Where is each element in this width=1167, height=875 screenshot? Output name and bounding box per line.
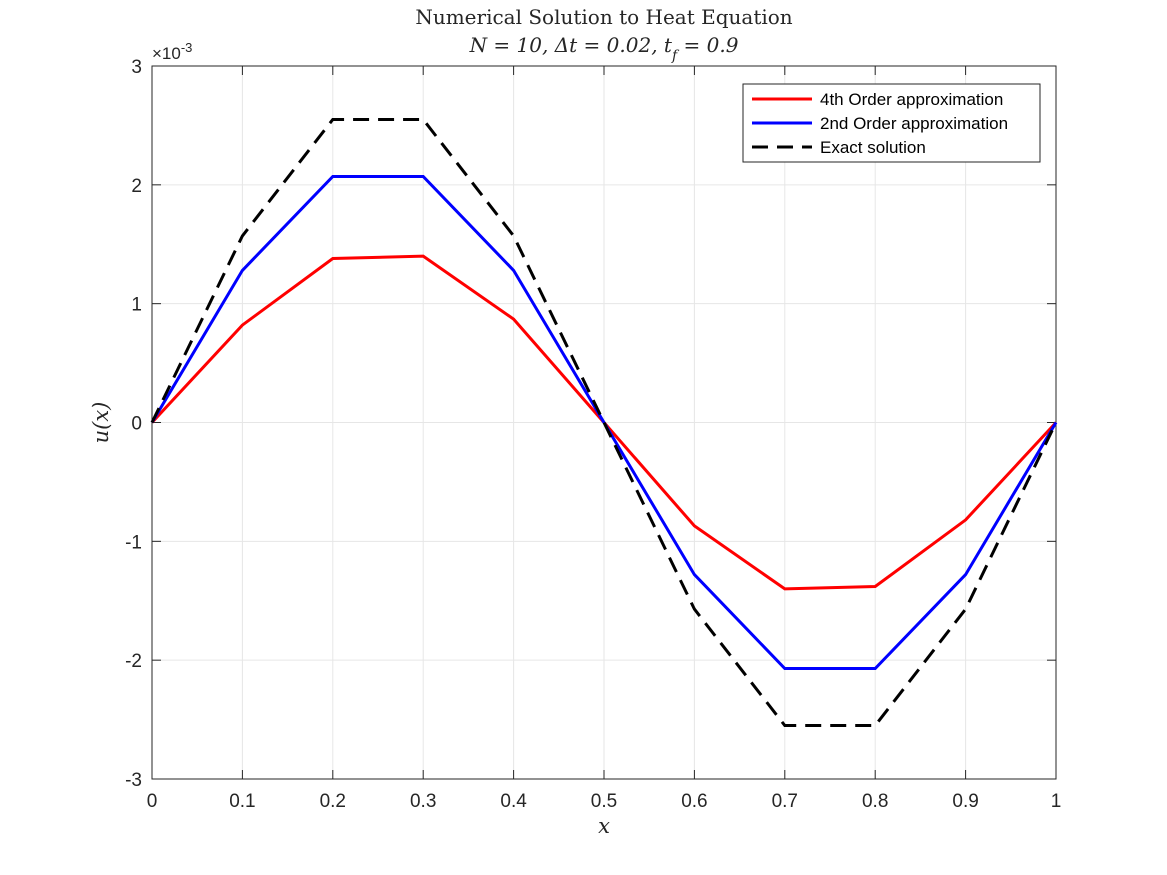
- subtitle-subscript: f: [671, 48, 680, 64]
- x-tick-label: 0.2: [320, 791, 346, 812]
- chart-title: Numerical Solution to Heat Equation: [415, 5, 792, 29]
- subtitle-end: = 0.9: [677, 33, 739, 57]
- y-tick-label: -1: [125, 532, 142, 553]
- legend: 4th Order approximation 2nd Order approxi…: [742, 83, 1041, 163]
- series-line-2nd-order-approximation: [150, 175, 1058, 670]
- series-line-exact-solution: [150, 118, 1058, 727]
- y-exponent-base: ×10: [152, 44, 181, 63]
- y-tick-label: 1: [131, 295, 142, 316]
- legend-entry-label: Exact solution: [820, 138, 926, 157]
- chart-subtitle: N = 10, Δt = 0.02, tf = 0.9: [469, 33, 739, 64]
- x-tick-label: 0.1: [229, 791, 255, 812]
- x-tick-label: 1: [1051, 791, 1062, 812]
- y-tick-label: 0: [131, 414, 142, 435]
- x-axis-label: x: [598, 814, 610, 838]
- subtitle-main: N = 10, Δt = 0.02, t: [469, 33, 673, 57]
- y-tick-label: 2: [131, 176, 142, 197]
- x-tick-label: 0: [147, 791, 158, 812]
- x-tick-label: 0.9: [952, 791, 978, 812]
- axis-ticks: 0 0.1 0.2 0.3 0.4 0.5 0.6 0.7 0.8 0.9 1 -3 -2 -1 0 1 2 3: [125, 57, 1061, 812]
- x-tick-label: 0.8: [862, 791, 888, 812]
- x-tick-label: 0.5: [591, 791, 617, 812]
- x-tick-label: 0.3: [410, 791, 436, 812]
- x-tick-label: 0.7: [772, 791, 798, 812]
- y-axis-exponent: ×10-3: [152, 40, 192, 64]
- series-lines: [150, 118, 1058, 727]
- x-tick-label: 0.4: [500, 791, 527, 812]
- y-tick-label: 3: [131, 57, 142, 78]
- legend-entry-label: 2nd Order approximation: [820, 114, 1008, 133]
- y-tick-label: -2: [125, 651, 142, 672]
- y-exponent-power: -3: [181, 40, 193, 55]
- y-tick-label: -3: [125, 770, 142, 791]
- x-tick-label: 0.6: [681, 791, 707, 812]
- legend-entry-label: 4th Order approximation: [820, 90, 1003, 109]
- y-axis-label: u(x): [89, 402, 113, 444]
